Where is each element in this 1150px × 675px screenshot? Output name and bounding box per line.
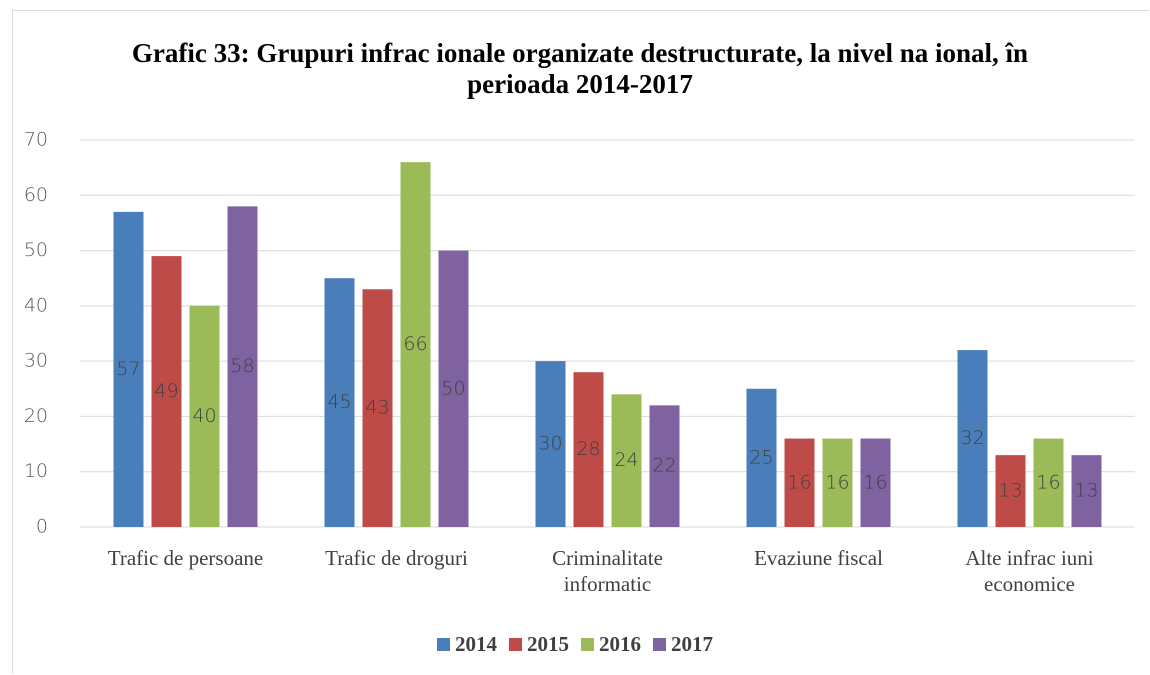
- bar: [113, 211, 144, 527]
- bar: [400, 162, 431, 527]
- legend-swatch: [437, 638, 450, 651]
- bar: [438, 250, 469, 528]
- y-tick-label: 10: [24, 460, 48, 482]
- bar: [649, 405, 680, 527]
- x-tick-label: Criminalitate informatic: [552, 546, 663, 596]
- data-label: 22: [652, 455, 676, 477]
- data-label: 30: [538, 433, 562, 455]
- x-tick-label: Alte infrac iuni economice: [965, 546, 1094, 596]
- legend-item: 2015: [509, 632, 569, 657]
- x-tick-label: Trafic de droguri: [325, 546, 468, 570]
- legend: 2014 2015 2016 2017: [0, 632, 1150, 657]
- data-label: 57: [116, 358, 140, 380]
- data-label: 13: [1074, 480, 1098, 502]
- legend-swatch: [581, 638, 594, 651]
- bar: [746, 388, 777, 527]
- bar: [573, 372, 604, 527]
- data-label: 16: [787, 471, 811, 493]
- bar: [227, 206, 258, 528]
- legend-swatch: [509, 638, 522, 651]
- data-label: 49: [154, 380, 178, 402]
- bar: [362, 289, 393, 527]
- legend-label: 2014: [455, 632, 497, 656]
- data-label: 25: [749, 446, 773, 468]
- legend-label: 2017: [671, 632, 713, 656]
- legend-label: 2015: [527, 632, 569, 656]
- data-label: 16: [825, 471, 849, 493]
- bar: [860, 438, 891, 527]
- data-label: 40: [192, 405, 216, 427]
- bar: [189, 305, 220, 527]
- bar: [1033, 438, 1064, 527]
- y-tick-label: 60: [24, 184, 48, 206]
- legend-item: 2017: [653, 632, 713, 657]
- data-label: 43: [365, 397, 389, 419]
- y-tick-label: 30: [24, 350, 48, 372]
- data-label: 50: [441, 377, 465, 399]
- bar: [957, 350, 988, 527]
- y-tick-label: 0: [36, 516, 48, 538]
- data-label: 13: [998, 480, 1022, 502]
- y-tick-label: 20: [24, 405, 48, 427]
- bar: [1071, 455, 1102, 527]
- data-label: 28: [576, 438, 600, 460]
- legend-swatch: [653, 638, 666, 651]
- bar: [535, 361, 566, 527]
- bar: [151, 256, 182, 527]
- bar: [822, 438, 853, 527]
- legend-item: 2016: [581, 632, 641, 657]
- bar: [995, 455, 1026, 527]
- bar: [784, 438, 815, 527]
- data-label: 58: [230, 355, 254, 377]
- data-label: 32: [960, 427, 984, 449]
- data-label: 45: [327, 391, 351, 413]
- data-label: 16: [1036, 471, 1060, 493]
- legend-item: 2014: [437, 632, 497, 657]
- data-label: 24: [614, 449, 638, 471]
- legend-label: 2016: [599, 632, 641, 656]
- x-tick-label: Evaziune fiscal: [754, 546, 883, 570]
- chart-title: Grafic 33: Grupuri infrac ionale organiz…: [131, 38, 1029, 99]
- chart-frame: [12, 10, 1149, 674]
- data-label: 66: [403, 333, 427, 355]
- bar: [324, 278, 355, 527]
- data-label: 16: [863, 471, 887, 493]
- bar: [611, 394, 642, 527]
- y-tick-label: 70: [24, 129, 48, 151]
- y-tick-label: 40: [24, 294, 48, 316]
- x-tick-label: Trafic de persoane: [107, 546, 264, 570]
- y-tick-label: 50: [24, 239, 48, 261]
